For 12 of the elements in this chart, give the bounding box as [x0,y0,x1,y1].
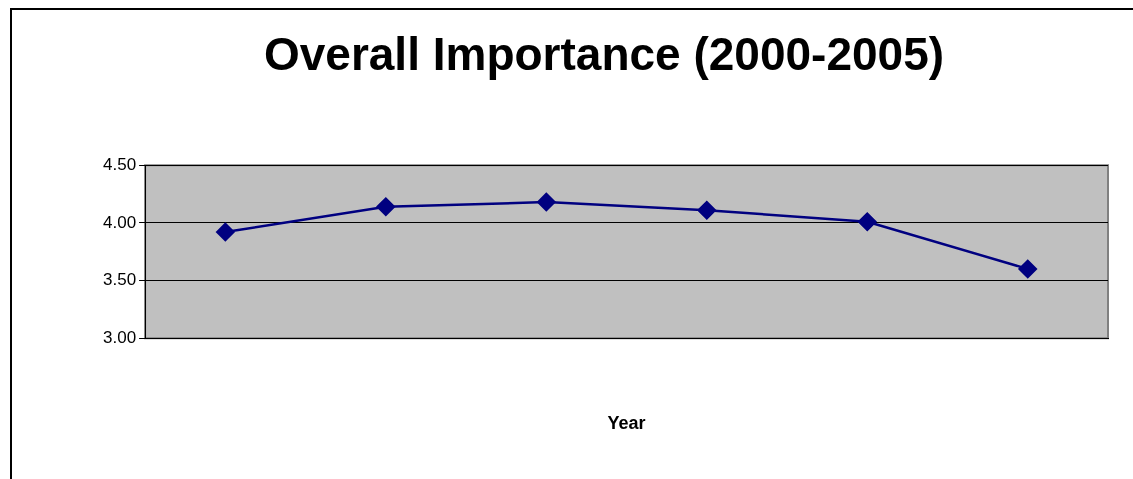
y-tick-label: 3.50 [102,270,137,290]
y-tick-label: 3.00 [102,327,137,347]
point [697,200,717,220]
point [1018,259,1038,279]
point [858,212,877,231]
point [216,222,235,242]
x-axis-title: Year [607,413,646,434]
y-tick-label: 4.50 [102,154,137,174]
point [537,192,556,212]
y-tick-label: 4.00 [102,212,137,232]
point [376,197,396,216]
chart-title: Overall Importance (2000-2005) [263,28,945,81]
